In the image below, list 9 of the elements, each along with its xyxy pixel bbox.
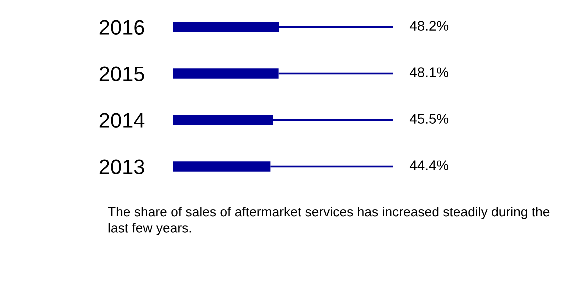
data-label: 45.5% [410,114,449,124]
y-tick-label: 2014 [100,113,145,128]
data-label: 48.2% [410,21,449,31]
y-tick-label: 2016 [100,20,144,36]
data-label: 48.1% [410,68,449,78]
y-tick-label: 2015 [100,66,144,82]
text: The share of sales of aftermarket services has increased steadily during the last few years. [108,207,550,236]
data-label: 44.4% [410,160,449,170]
y-tick-label: 2013 [100,160,144,175]
